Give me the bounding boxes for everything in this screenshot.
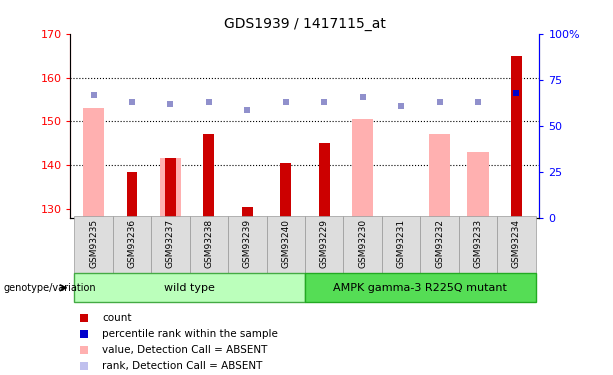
- Text: GSM93237: GSM93237: [166, 219, 175, 268]
- Text: GSM93229: GSM93229: [320, 219, 329, 267]
- FancyBboxPatch shape: [305, 216, 343, 274]
- Title: GDS1939 / 1417115_at: GDS1939 / 1417115_at: [224, 17, 386, 32]
- Text: GSM93239: GSM93239: [243, 219, 252, 268]
- FancyBboxPatch shape: [382, 216, 421, 274]
- Text: value, Detection Call = ABSENT: value, Detection Call = ABSENT: [102, 345, 268, 355]
- Text: GSM93238: GSM93238: [204, 219, 213, 268]
- Text: GSM93240: GSM93240: [281, 219, 290, 267]
- Text: GSM93230: GSM93230: [358, 219, 367, 268]
- Text: GSM93231: GSM93231: [397, 219, 406, 268]
- FancyBboxPatch shape: [343, 216, 382, 274]
- FancyBboxPatch shape: [113, 216, 151, 274]
- FancyBboxPatch shape: [228, 216, 267, 274]
- Text: GSM93234: GSM93234: [512, 219, 521, 267]
- Bar: [83, 108, 104, 218]
- Bar: [280, 163, 291, 218]
- Bar: [467, 152, 489, 217]
- Text: AMPK gamma-3 R225Q mutant: AMPK gamma-3 R225Q mutant: [333, 283, 507, 293]
- Text: GSM93232: GSM93232: [435, 219, 444, 267]
- Bar: [242, 207, 253, 218]
- Bar: [429, 134, 450, 218]
- FancyBboxPatch shape: [74, 273, 305, 302]
- Bar: [352, 119, 373, 218]
- FancyBboxPatch shape: [267, 216, 305, 274]
- FancyBboxPatch shape: [459, 216, 497, 274]
- Bar: [319, 143, 330, 218]
- Bar: [160, 159, 181, 218]
- FancyBboxPatch shape: [421, 216, 459, 274]
- Text: genotype/variation: genotype/variation: [3, 283, 96, 293]
- Bar: [165, 159, 176, 218]
- Bar: [204, 134, 215, 218]
- FancyBboxPatch shape: [305, 273, 536, 302]
- FancyBboxPatch shape: [497, 216, 536, 274]
- FancyBboxPatch shape: [189, 216, 228, 274]
- Text: count: count: [102, 313, 132, 323]
- Bar: [127, 172, 137, 217]
- Text: rank, Detection Call = ABSENT: rank, Detection Call = ABSENT: [102, 362, 262, 371]
- Text: percentile rank within the sample: percentile rank within the sample: [102, 329, 278, 339]
- Text: GSM93236: GSM93236: [128, 219, 137, 268]
- FancyBboxPatch shape: [74, 216, 113, 274]
- FancyBboxPatch shape: [151, 216, 189, 274]
- Text: wild type: wild type: [164, 283, 215, 293]
- Text: GSM93233: GSM93233: [473, 219, 482, 268]
- Bar: [511, 56, 522, 217]
- Text: GSM93235: GSM93235: [89, 219, 98, 268]
